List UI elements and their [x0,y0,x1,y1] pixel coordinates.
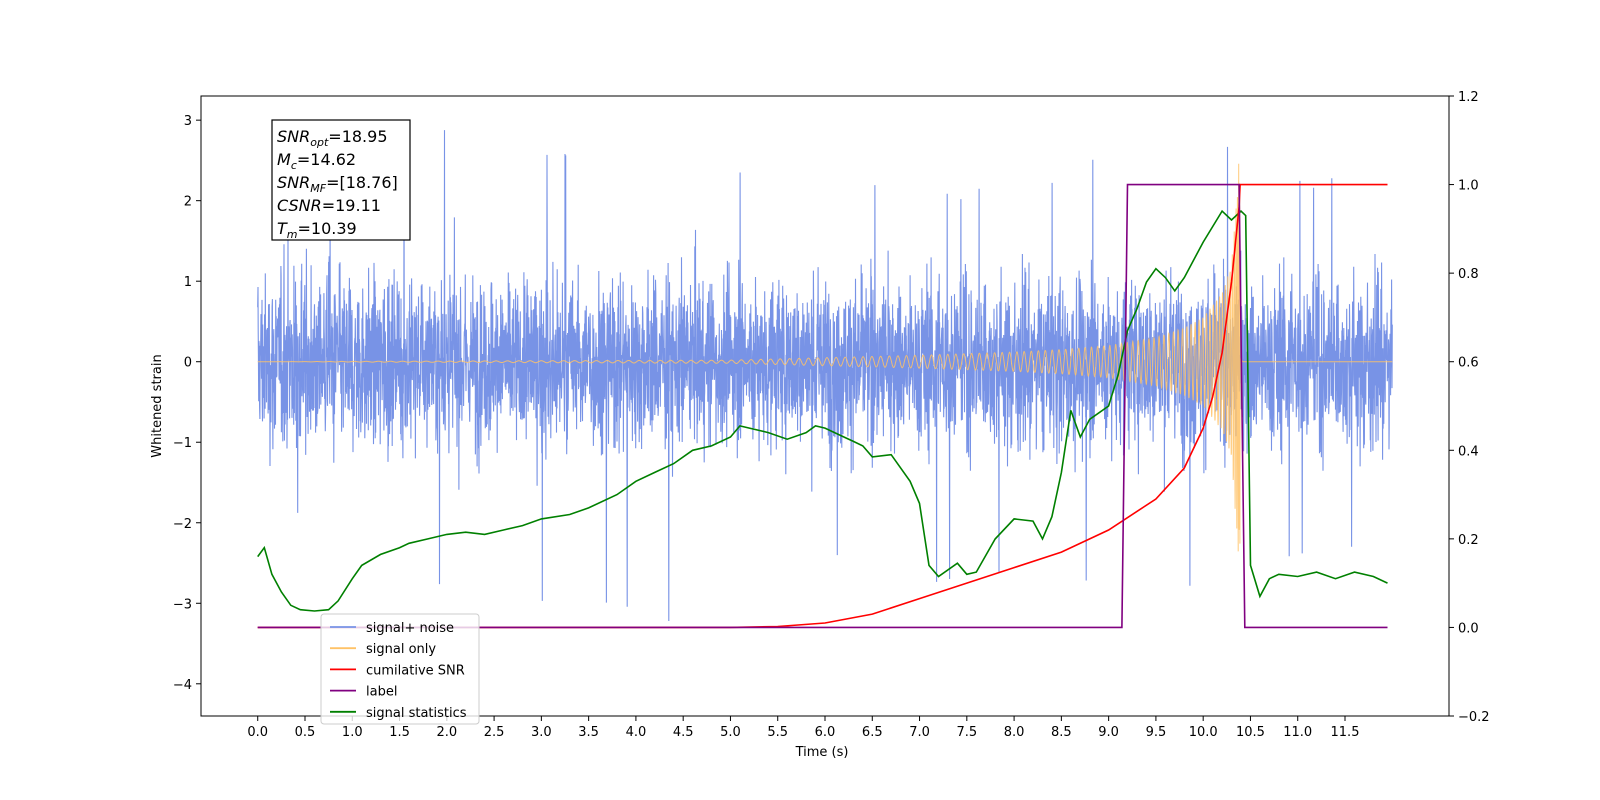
legend-label: signal statistics [366,706,467,721]
series-signal-noise [257,130,1393,622]
annotation-subscript: m [287,228,298,241]
y-tick-label: 3 [184,114,192,129]
x-tick-label: 4.5 [673,725,694,740]
legend-label: signal only [366,642,436,657]
x-tick-label: 8.5 [1051,725,1072,740]
y2-tick-label: 0.2 [1458,533,1479,548]
x-tick-label: 11.5 [1331,725,1360,740]
x-axis: 0.0 0.5 1.0 1.5 2.0 2.5 3.0 3.5 4.0 4.5 5.0 5.5 6.0 6… [247,716,1359,740]
annotation-subscript: MF [310,182,326,195]
x-tick-label: 2.5 [484,725,505,740]
annotation-line: SNRMF=[18.76] [277,173,398,195]
x-tick-label: 10.0 [1189,725,1218,740]
x-tick-label: 4.0 [626,725,647,740]
annotation-line: CSNR=19.11 [277,196,381,215]
y-tick-label: −4 [173,678,192,693]
x-tick-label: 3.5 [578,725,599,740]
annotation-symbol: SNR [277,173,310,192]
annotation-line: SNRopt=18.95 [277,127,388,149]
y-axis-label: Whitened strain [150,354,165,457]
series-label [257,183,1388,629]
y-tick-label: 2 [184,195,192,210]
legend-label: label [366,685,397,700]
annotation-symbol: M [277,150,291,169]
y2-tick-label: 1.2 [1458,90,1479,105]
y2-tick-label: 1.0 [1458,179,1479,194]
legend-label: signal+ noise [366,621,454,636]
annotation-symbol: SNR [277,127,310,146]
x-axis-label: Time (s) [795,745,849,760]
x-tick-label: 9.0 [1098,725,1119,740]
annotation-symbol: CSNR [277,196,322,215]
series-signal-statistics [257,209,1388,612]
y2-tick-label: 0.8 [1458,267,1479,282]
x-tick-label: 1.0 [342,725,363,740]
x-tick-label: 3.0 [531,725,552,740]
y-tick-label: −1 [173,436,192,451]
series-signal-only [257,163,1393,552]
annotation-box: SNRopt=18.95Mc=14.62SNRMF=[18.76]CSNR=19… [271,119,411,241]
annotation-value: =19.11 [322,196,381,215]
legend-label: cumilative SNR [366,663,465,678]
y-tick-label: −2 [173,517,192,532]
x-tick-label: 5.5 [767,725,788,740]
x-tick-label: 2.0 [436,725,457,740]
x-tick-label: 1.5 [389,725,410,740]
y2-tick-label: −0.2 [1458,710,1490,725]
y2-tick-label: 0.6 [1458,356,1479,371]
x-tick-label: 0.5 [295,725,316,740]
annotation-subscript: opt [310,136,329,149]
x-tick-label: 6.5 [862,725,883,740]
y-axis-right: 1.2 1.0 0.8 0.6 0.4 0.2 0.0 −0.2 [1449,90,1490,725]
plot-area [257,130,1393,629]
annotation-subscript: c [291,159,297,172]
annotation-line: Tm=10.39 [277,219,357,241]
y-tick-label: −3 [173,597,192,612]
x-tick-label: 8.0 [1004,725,1025,740]
annotation-frame [271,119,411,241]
x-tick-label: 7.0 [909,725,930,740]
y2-tick-label: 0.4 [1458,444,1479,459]
y-tick-label: 1 [184,275,192,290]
annotation-value: =14.62 [297,150,356,169]
y2-tick-label: 0.0 [1458,621,1479,636]
y-axis-left: 3 2 1 0 −1 −2 −3 −4 [173,114,201,693]
annotation-value: =10.39 [298,219,357,238]
legend-frame [320,613,480,725]
x-tick-label: 9.5 [1146,725,1167,740]
annotation-value: =[18.76] [326,173,398,192]
x-tick-label: 10.5 [1236,725,1265,740]
x-tick-label: 5.0 [720,725,741,740]
annotation-line: Mc=14.62 [277,150,356,172]
x-tick-label: 11.0 [1283,725,1312,740]
x-tick-label: 0.0 [247,725,268,740]
x-tick-label: 7.5 [956,725,977,740]
x-tick-label: 6.0 [815,725,836,740]
annotation-value: =18.95 [328,127,387,146]
annotation-symbol: T [277,219,288,238]
series-cumulative-snr [257,183,1388,629]
y-tick-label: 0 [184,356,192,371]
legend: signal+ noise signal only cumilative SNR la… [320,613,480,725]
